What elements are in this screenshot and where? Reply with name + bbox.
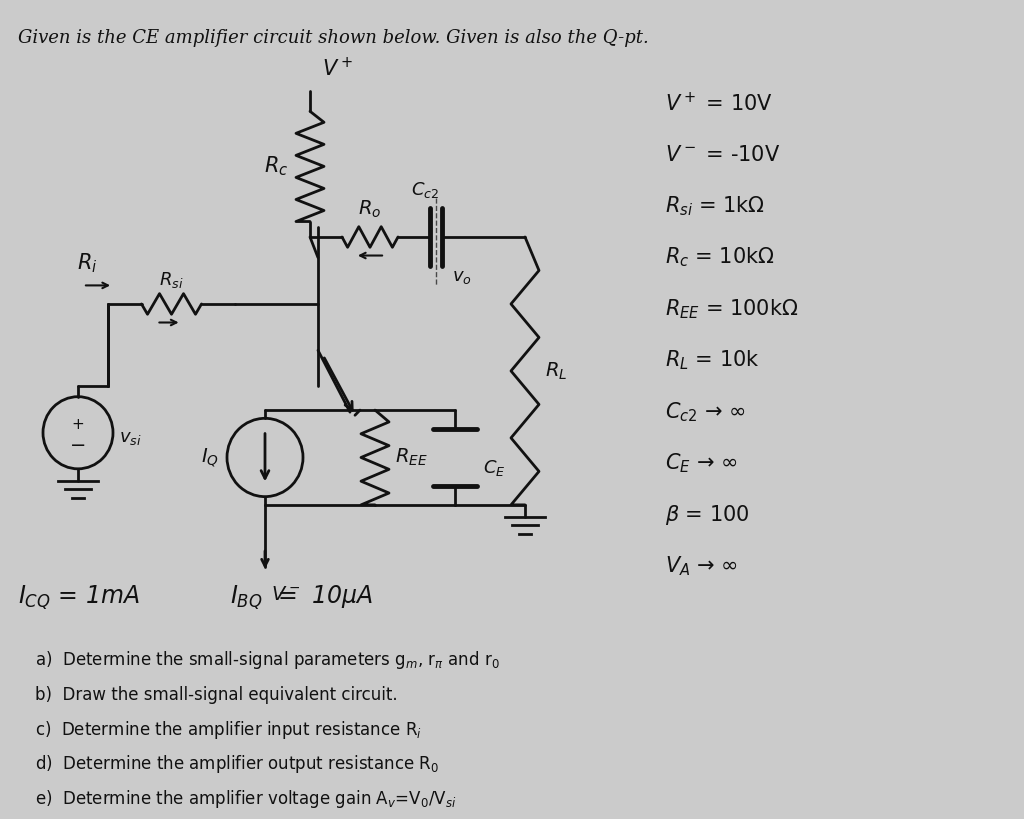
Text: $V^+$ = 10V: $V^+$ = 10V [665,92,773,115]
Text: b)  Draw the small-signal equivalent circuit.: b) Draw the small-signal equivalent circ… [35,686,397,704]
Text: $R_{si}$: $R_{si}$ [160,269,183,290]
Text: $I_{BQ}$  =  10μA: $I_{BQ}$ = 10μA [230,584,374,612]
Text: $C_E$: $C_E$ [483,458,506,477]
Text: $R_L$: $R_L$ [545,360,567,382]
Text: $C_E$ → ∞: $C_E$ → ∞ [665,452,737,476]
Text: $V_A$ → ∞: $V_A$ → ∞ [665,555,737,578]
Text: e)  Determine the amplifier voltage gain A$_v$=V$_0$/V$_{si}$: e) Determine the amplifier voltage gain … [35,788,457,810]
Text: $v_{si}$: $v_{si}$ [119,429,141,447]
Text: d)  Determine the amplifier output resistance R$_0$: d) Determine the amplifier output resist… [35,753,439,776]
Text: $R_{EE}$: $R_{EE}$ [395,447,428,468]
Text: $V^-$: $V^-$ [271,586,300,604]
Text: $V^-$ = -10V: $V^-$ = -10V [665,144,780,165]
Text: $R_c$ = 10kΩ: $R_c$ = 10kΩ [665,246,775,269]
Text: $R_{si}$ = 1kΩ: $R_{si}$ = 1kΩ [665,194,765,218]
Text: +: + [72,417,84,432]
Text: $R_c$: $R_c$ [263,155,288,179]
Text: $V^+$: $V^+$ [322,57,353,80]
Text: Given is the CE amplifier circuit shown below. Given is also the Q-pt.: Given is the CE amplifier circuit shown … [18,29,649,47]
Text: $R_L$ = 10k: $R_L$ = 10k [665,349,760,373]
Text: $C_{c2}$ → ∞: $C_{c2}$ → ∞ [665,400,745,424]
Text: $R_i$: $R_i$ [78,251,98,274]
Text: $v_o$: $v_o$ [452,268,472,286]
Text: $\beta$ = 100: $\beta$ = 100 [665,503,750,527]
Text: $R_{EE}$ = 100kΩ: $R_{EE}$ = 100kΩ [665,297,799,321]
Text: $R_o$: $R_o$ [358,199,382,220]
Text: −: − [70,436,86,455]
Text: $C_{c2}$: $C_{c2}$ [411,180,439,200]
Text: $I_{CQ}$ = 1mA: $I_{CQ}$ = 1mA [18,584,139,612]
Text: a)  Determine the small-signal parameters g$_{m}$, r$_{\pi}$ and r$_0$: a) Determine the small-signal parameters… [35,649,500,672]
Text: c)  Determine the amplifier input resistance R$_i$: c) Determine the amplifier input resista… [35,719,422,740]
Text: $I_Q$: $I_Q$ [201,446,219,468]
